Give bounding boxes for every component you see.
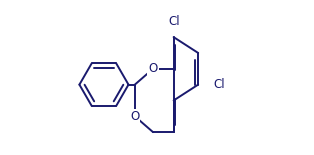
Text: Cl: Cl <box>214 78 225 91</box>
Text: O: O <box>130 110 139 123</box>
Text: Cl: Cl <box>169 15 180 28</box>
Text: O: O <box>149 62 158 75</box>
